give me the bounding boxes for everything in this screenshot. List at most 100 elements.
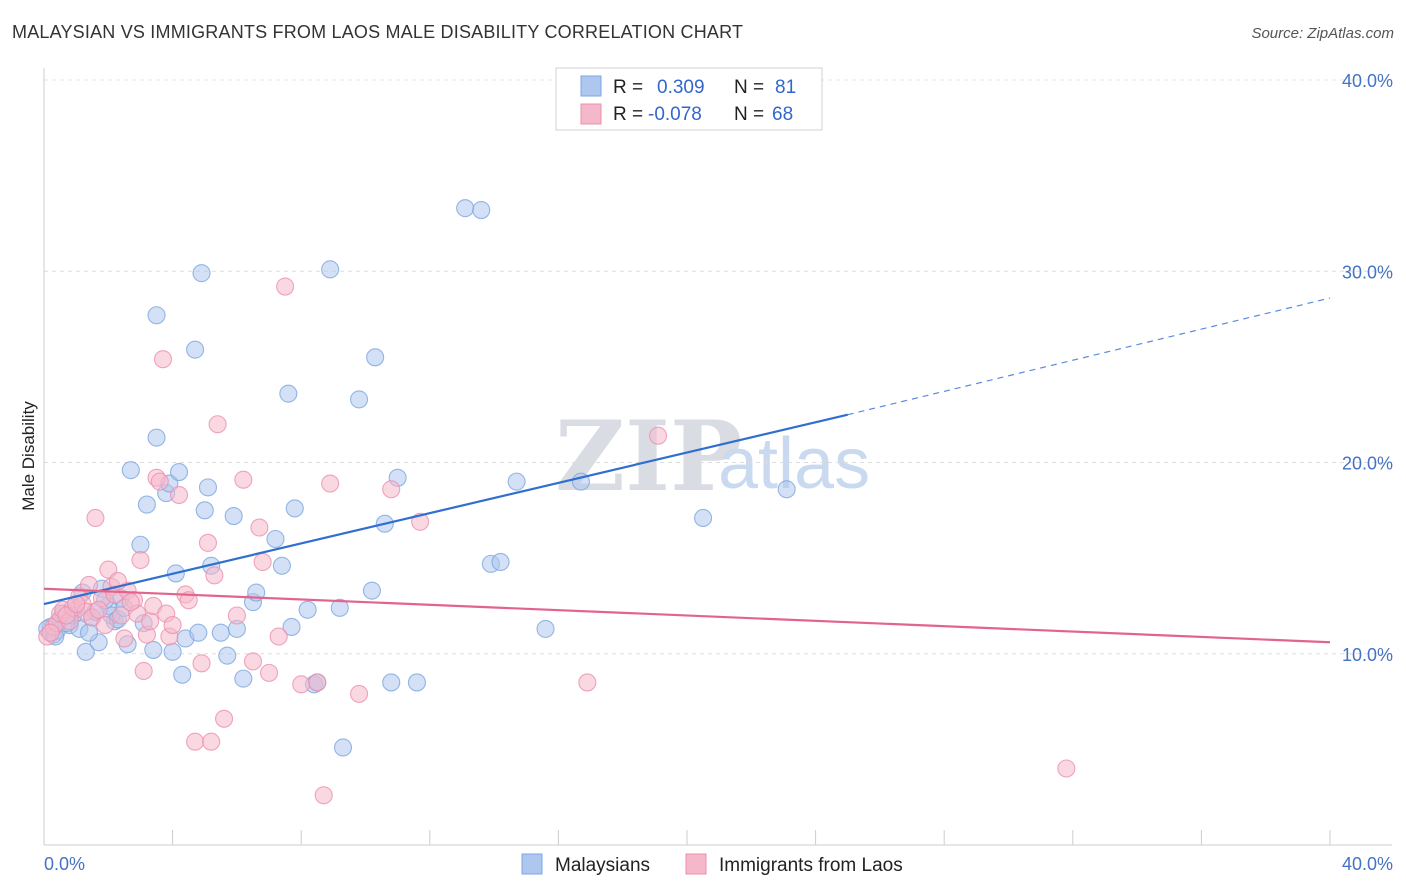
malaysians-point: [272, 556, 291, 575]
laos-point: [321, 474, 340, 493]
watermark: ZIP atlas: [555, 400, 870, 513]
malaysians-point: [330, 598, 349, 617]
laos-point: [86, 508, 105, 528]
bottom-legend-swatch-laos: [685, 853, 707, 875]
laos-point: [169, 485, 189, 505]
malaysians-point: [407, 673, 426, 692]
axes: [43, 68, 1392, 846]
malaysians-point: [147, 306, 166, 325]
laos-point: [131, 550, 150, 570]
malaysians-point: [218, 646, 237, 665]
watermark-zip: ZIP: [555, 400, 742, 513]
trend-line-laos: [43, 587, 1331, 644]
legend-n-label-1: N =: [734, 77, 764, 98]
malaysians-point: [321, 260, 340, 279]
laos-point: [41, 623, 60, 642]
malaysians-point: [131, 535, 150, 554]
legend-swatch-malaysians: [580, 75, 602, 97]
malaysians-point: [266, 529, 285, 549]
bottom-legend: Malaysians Immigrants from Laos: [521, 853, 903, 876]
laos-point: [578, 673, 597, 692]
laos-point: [141, 612, 160, 631]
laos-point: [234, 470, 253, 489]
y-axis-title: Male Disability: [19, 401, 38, 511]
legend-r-label-2: R =: [613, 104, 643, 125]
gridlines: [44, 79, 1392, 655]
legend-swatch-laos: [580, 103, 602, 125]
legend-box: R = 0.309 N = 81 R = -0.078 N = 68: [555, 67, 823, 131]
malaysians-point: [491, 552, 510, 572]
laos-point: [259, 663, 279, 682]
malaysians-point: [350, 390, 369, 409]
malaysians-point: [285, 499, 304, 518]
malaysians-point: [298, 600, 317, 619]
laos-point: [1057, 759, 1076, 778]
laos-point: [308, 673, 327, 692]
y-tick-label: 30.0%: [1342, 262, 1393, 282]
malaysians-point: [76, 642, 95, 661]
chart-title: MALAYSIAN VS IMMIGRANTS FROM LAOS MALE D…: [12, 22, 744, 42]
trend-lines: [43, 297, 1331, 644]
laos-point: [121, 593, 140, 612]
laos-point: [250, 518, 269, 537]
malaysians-point: [536, 619, 555, 638]
malaysians-point: [777, 480, 796, 499]
bottom-legend-swatch-malaysians: [521, 853, 543, 875]
malaysians-point: [362, 581, 381, 600]
malaysians-point: [282, 617, 301, 637]
malaysians-point: [189, 623, 208, 642]
malaysians-point: [163, 642, 182, 661]
malaysians-point: [507, 472, 526, 491]
malaysians-point: [234, 669, 253, 688]
malaysians-point: [211, 623, 230, 642]
laos-point: [198, 533, 218, 552]
x-tick-label-min: 0.0%: [44, 854, 85, 874]
legend-r-value-2: -0.078: [648, 104, 702, 125]
trend-line-malaysians-extension: [847, 297, 1331, 416]
laos-point: [314, 786, 333, 805]
laos-point: [134, 661, 153, 681]
malaysians-point: [224, 506, 243, 526]
laos-point: [214, 709, 234, 728]
y-tick-label: 10.0%: [1342, 645, 1393, 665]
malaysians-point: [198, 478, 218, 497]
laos-point: [89, 600, 108, 619]
laos-point: [96, 616, 115, 635]
legend-n-value-2: 68: [772, 104, 793, 125]
laos-point: [649, 426, 668, 445]
malaysians-point: [79, 623, 99, 642]
malaysians-point: [186, 340, 205, 359]
malaysians-point: [456, 199, 475, 218]
laos-point: [115, 629, 134, 648]
laos-point: [163, 616, 182, 635]
y-tick-labels: 10.0% 20.0% 30.0% 40.0%: [1342, 71, 1393, 665]
laos-point: [350, 684, 369, 703]
laos-point: [227, 606, 246, 625]
malaysians-point: [169, 463, 189, 482]
laos-point: [205, 566, 224, 585]
laos-point: [202, 732, 221, 751]
y-tick-label: 20.0%: [1342, 454, 1393, 474]
malaysians-point: [472, 201, 491, 220]
laos-point: [269, 627, 288, 646]
laos-point: [192, 654, 211, 673]
malaysians-point: [173, 665, 192, 684]
malaysians-point: [144, 640, 163, 659]
source-label: Source: ZipAtlas.com: [1251, 25, 1394, 42]
malaysians-point: [195, 501, 214, 520]
laos-point: [253, 552, 272, 572]
malaysians-point: [333, 738, 353, 757]
laos-point: [150, 472, 169, 491]
legend-r-value-1: 0.309: [657, 77, 705, 98]
malaysians-point: [192, 264, 211, 283]
malaysians-point: [366, 348, 385, 367]
malaysians-point: [382, 673, 401, 692]
malaysians-point: [694, 508, 713, 528]
laos-point: [292, 675, 311, 694]
laos-point: [208, 415, 227, 434]
malaysians-point: [279, 384, 298, 403]
malaysians-point: [147, 428, 166, 447]
laos-point: [382, 480, 401, 499]
trend-line-malaysians: [43, 413, 849, 606]
